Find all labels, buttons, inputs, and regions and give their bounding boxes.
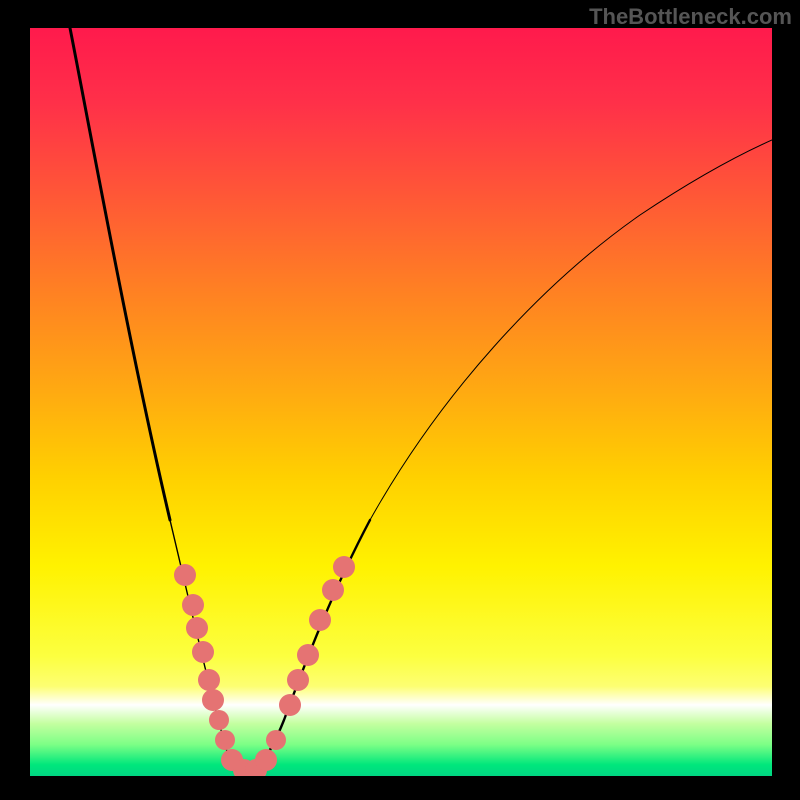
data-marker	[182, 594, 204, 616]
data-marker	[215, 730, 235, 750]
watermark-text: TheBottleneck.com	[589, 4, 792, 30]
data-marker	[209, 710, 229, 730]
data-marker	[186, 617, 208, 639]
data-marker	[322, 579, 344, 601]
data-marker	[192, 641, 214, 663]
data-marker	[333, 556, 355, 578]
data-marker	[287, 669, 309, 691]
data-marker	[255, 749, 277, 771]
data-marker	[279, 694, 301, 716]
data-marker	[198, 669, 220, 691]
data-marker	[174, 564, 196, 586]
bottleneck-chart-svg	[0, 0, 800, 800]
data-marker	[309, 609, 331, 631]
chart-canvas: TheBottleneck.com	[0, 0, 800, 800]
data-marker	[297, 644, 319, 666]
data-marker	[202, 689, 224, 711]
gradient-background	[30, 28, 772, 776]
data-marker	[266, 730, 286, 750]
